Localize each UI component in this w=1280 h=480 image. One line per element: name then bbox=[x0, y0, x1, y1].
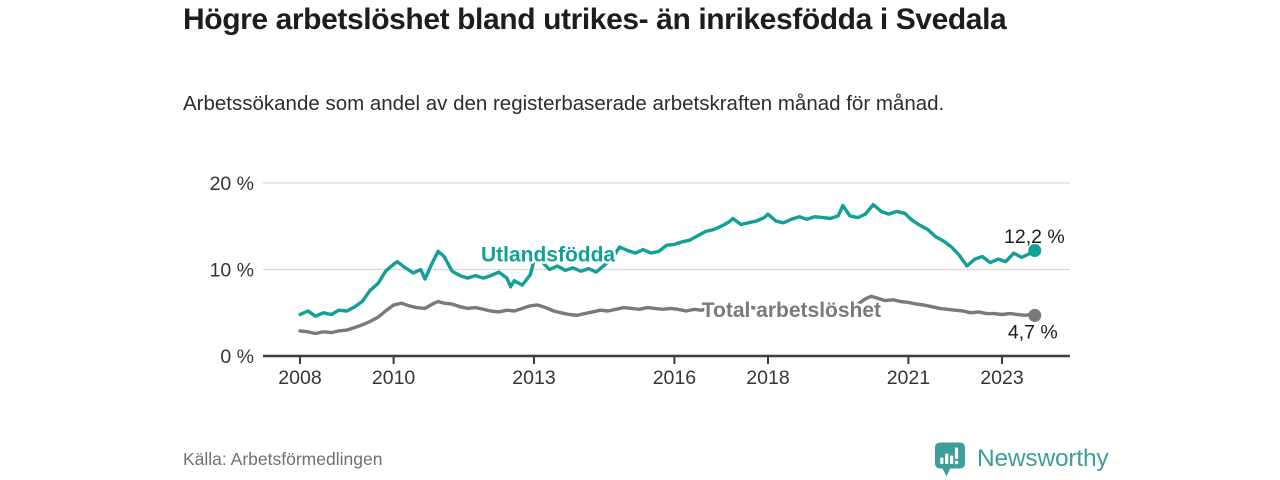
unemployment-line-chart[interactable]: 0 % 10 % 20 % 2008 2010 2013 2016 2018 2021 2023 U… bbox=[180, 170, 1080, 400]
series-end-value-0: 12,2 % bbox=[1004, 226, 1065, 248]
x-tick-label: 2013 bbox=[512, 367, 555, 389]
y-tick-label: 10 % bbox=[210, 260, 254, 282]
newsworthy-logo[interactable]: Newsworthy bbox=[933, 441, 1109, 477]
y-tick-label: 0 % bbox=[220, 346, 254, 368]
bar-chart-bubble-icon bbox=[935, 442, 965, 476]
series-label-1: Total arbetslöshet bbox=[702, 299, 881, 322]
source-note: Källa: Arbetsförmedlingen bbox=[183, 449, 383, 469]
x-tick-label: 2018 bbox=[746, 367, 789, 389]
chart-title: Högre arbetslöshet bland utrikes- än inr… bbox=[183, 3, 1007, 36]
x-tick-label: 2023 bbox=[980, 367, 1023, 389]
x-tick-label: 2010 bbox=[372, 367, 416, 389]
series-end-dot-0 bbox=[1028, 243, 1042, 257]
y-tick-label: 20 % bbox=[210, 173, 254, 195]
x-tick-label: 2021 bbox=[887, 367, 930, 389]
series-end-dot-1 bbox=[1028, 308, 1042, 322]
chart-subtitle: Arbetssökande som andel av den registerb… bbox=[183, 92, 945, 115]
series-end-value-1: 4,7 % bbox=[1008, 321, 1058, 343]
x-tick-label: 2016 bbox=[653, 367, 696, 389]
x-tick-label: 2008 bbox=[278, 367, 321, 389]
series-label-0: Utlandsfödda bbox=[481, 244, 615, 267]
series-line-0[interactable] bbox=[298, 202, 1037, 318]
newsworthy-wordmark: Newsworthy bbox=[977, 445, 1109, 472]
series-line-1[interactable] bbox=[298, 294, 1037, 336]
